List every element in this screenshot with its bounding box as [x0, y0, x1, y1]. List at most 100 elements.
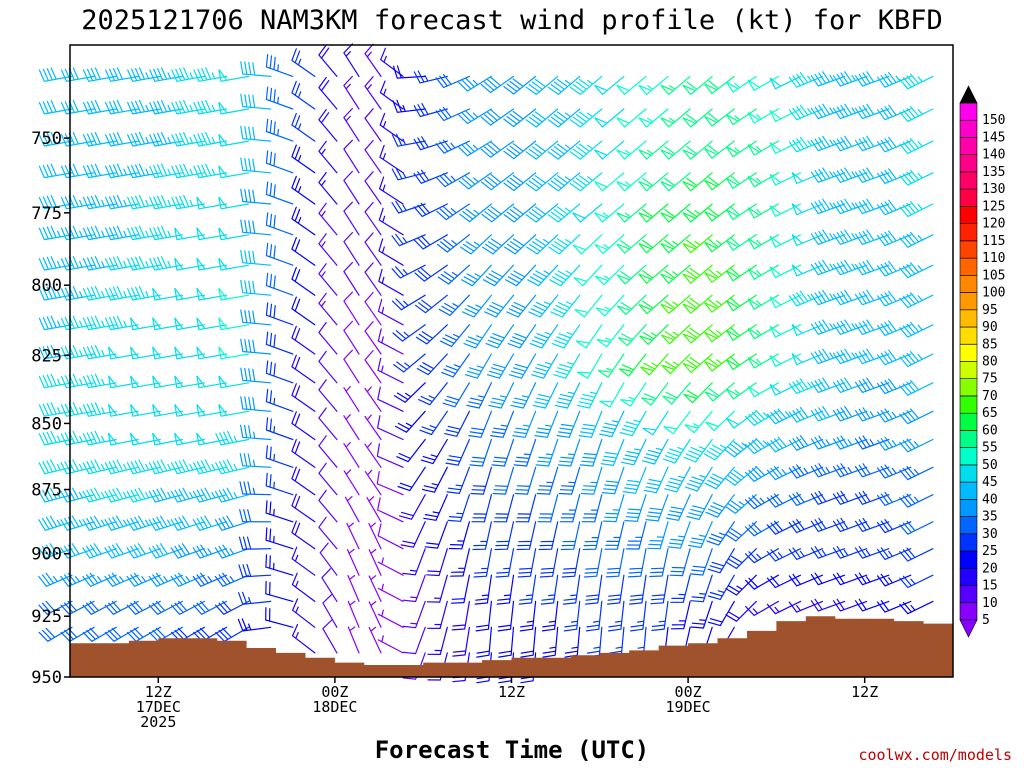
wind-barb: [393, 353, 426, 373]
wind-barb: [557, 438, 581, 467]
wind-barb: [196, 432, 228, 446]
wind-barb: [343, 232, 360, 266]
wind-barb: [642, 410, 669, 436]
wind-barb: [126, 600, 161, 615]
wind-barb: [392, 99, 426, 113]
wind-barb: [82, 344, 117, 360]
wind-barb: [651, 600, 669, 631]
y-tick-label: 750: [31, 129, 62, 149]
x-tick-label: 2025: [140, 713, 176, 731]
wind-barb: [562, 574, 581, 605]
wind-barb: [107, 432, 139, 446]
wind-barb: [414, 264, 448, 282]
wind-barb: [899, 547, 934, 562]
wind-barb: [877, 378, 912, 395]
wind-barb: [854, 229, 890, 245]
wind-barb: [391, 233, 426, 247]
wind-barb: [547, 203, 581, 223]
wind-barb: [397, 466, 426, 492]
wind-barb: [466, 382, 492, 409]
wind-barb: [788, 72, 824, 88]
wind-barb: [618, 353, 647, 377]
wind-barb: [877, 260, 912, 277]
wind-barb: [291, 439, 316, 468]
wind-barb: [638, 75, 669, 95]
wind-barb: [704, 234, 735, 253]
wind-barb: [265, 360, 294, 384]
wind-barb: [726, 382, 757, 400]
wind-barb: [766, 408, 802, 425]
wind-barb: [832, 405, 868, 422]
wind-barb: [126, 515, 161, 531]
wind-barb: [82, 315, 117, 331]
wind-barb: [149, 225, 183, 241]
wind-barb: [377, 609, 404, 628]
colorbar-box: [959, 257, 978, 276]
x-tick-label: 00Z: [675, 683, 702, 701]
wind-barb: [660, 324, 691, 345]
wind-barb: [318, 321, 338, 355]
wind-barb: [149, 67, 183, 82]
wind-barb: [507, 324, 537, 349]
wind-barb: [105, 194, 139, 210]
wind-barb: [108, 346, 139, 360]
wind-barb: [706, 521, 735, 546]
wind-barb: [240, 157, 272, 174]
wind-barb: [105, 225, 139, 241]
wind-barb: [60, 286, 95, 301]
wind-barb: [148, 487, 183, 503]
wind-barb: [877, 547, 912, 560]
wind-barb: [215, 600, 250, 615]
wind-barb: [518, 574, 537, 605]
wind-barb: [573, 264, 603, 287]
wind-barb: [638, 234, 669, 254]
colorbar-box: [959, 550, 978, 569]
wind-barb: [395, 410, 426, 433]
wind-barb: [505, 264, 537, 287]
wind-barb: [582, 521, 603, 551]
wind-barb: [650, 574, 669, 605]
wind-barb: [192, 515, 228, 531]
wind-barb: [616, 234, 647, 254]
wind-barb: [240, 219, 272, 236]
wind-barb: [877, 136, 912, 153]
wind-barb: [899, 351, 934, 367]
wind-barb: [368, 626, 382, 654]
wind-barb: [238, 563, 272, 578]
wind-barb: [877, 600, 912, 613]
wind-barb: [766, 493, 802, 508]
wind-barb: [725, 140, 757, 158]
wind-barb: [379, 176, 404, 205]
wind-barb: [638, 172, 669, 192]
wind-barb: [420, 438, 448, 465]
wind-barb: [661, 353, 691, 375]
wind-barb: [512, 410, 537, 438]
wind-barb: [170, 600, 205, 615]
y-tick-label: 800: [31, 276, 62, 296]
wind-barb: [724, 521, 757, 542]
wind-barb: [82, 572, 117, 587]
wind-barb: [647, 521, 669, 550]
wind-barb: [513, 438, 537, 467]
wind-barb: [854, 435, 890, 450]
wind-barb: [704, 75, 735, 95]
wind-barb: [418, 382, 448, 406]
wind-barb: [318, 292, 338, 326]
wind-barb: [662, 382, 691, 405]
wind-barb: [460, 234, 492, 255]
wind-barb: [682, 172, 713, 192]
wind-barb: [218, 165, 250, 179]
wind-barb: [494, 521, 515, 551]
wind-barb: [214, 487, 250, 503]
wind-barb: [877, 519, 912, 534]
wind-barb: [174, 317, 205, 331]
wind-barb: [595, 264, 625, 286]
wind-barb: [525, 203, 559, 223]
colorbar-label: 90: [982, 320, 998, 335]
wind-barb: [580, 466, 603, 495]
colorbar-label: 95: [982, 303, 998, 318]
wind-barb: [745, 465, 779, 482]
wind-barb: [413, 234, 448, 250]
wind-barb: [171, 132, 205, 147]
wind-barb: [525, 140, 559, 160]
